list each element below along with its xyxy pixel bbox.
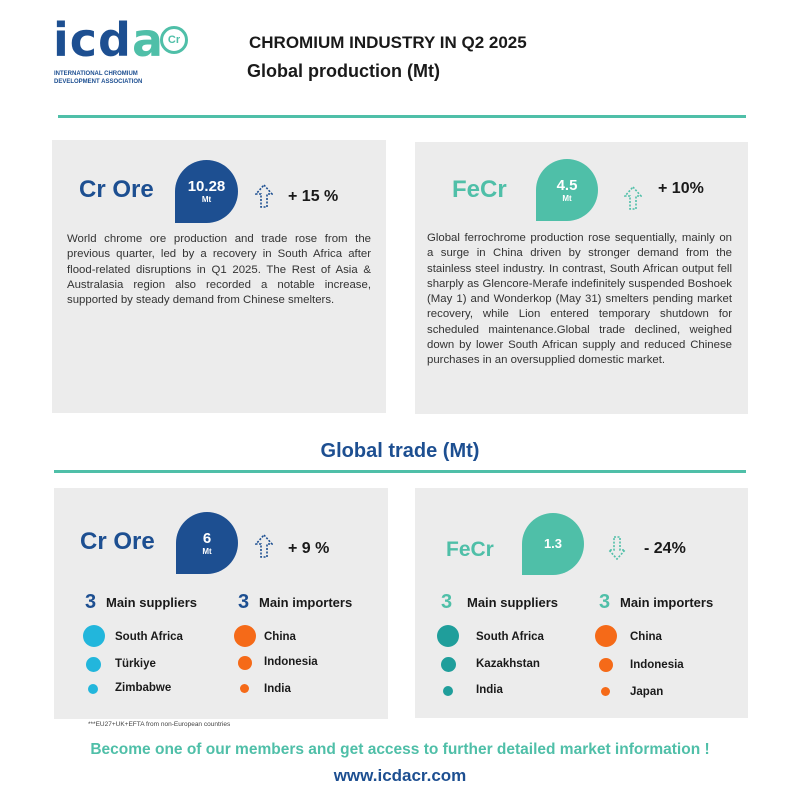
importers-count: 3 <box>238 591 250 613</box>
importer-marker <box>234 625 256 647</box>
trade-cr-ore-panel: Cr Ore 6 Mt + 9 % 3 Main suppliers 3 Mai… <box>54 488 388 719</box>
trade-fecr-value: 1.3 <box>543 536 563 551</box>
importer-marker <box>601 687 610 696</box>
supplier-marker <box>437 625 459 647</box>
trade-fecr-panel: FeCr 1.3 - 24% 3 Main suppliers 3 Main i… <box>415 488 748 718</box>
supplier-name: Türkiye <box>115 658 156 670</box>
importer-marker <box>595 625 617 647</box>
logo-wordmark: icda <box>53 13 165 67</box>
production-cr-ore-title: Cr Ore <box>79 176 154 203</box>
production-fecr-badge: 4.5 Mt <box>536 159 598 221</box>
trade-fecr-badge: 1.3 <box>522 513 584 575</box>
trend-up-icon <box>255 184 273 208</box>
importer-marker <box>240 684 249 693</box>
supplier-marker <box>443 686 453 696</box>
top-divider <box>58 115 746 118</box>
production-fecr-panel: FeCr 4.5 Mt + 10% Global ferrochrome pro… <box>415 142 748 414</box>
trade-fecr-title: FeCr <box>446 538 494 561</box>
production-section-title: Global production (Mt) <box>247 61 440 81</box>
supplier-name: South Africa <box>476 631 544 643</box>
importer-name: Indonesia <box>264 656 318 668</box>
supplier-name: Kazakhstan <box>476 658 540 670</box>
supplier-name: Zimbabwe <box>115 682 172 694</box>
suppliers-count: 3 <box>85 591 97 613</box>
supplier-marker <box>86 657 101 672</box>
supplier-marker <box>441 657 456 672</box>
importer-marker <box>599 658 613 672</box>
trade-cr-ore-badge: 6 Mt <box>176 512 238 574</box>
production-cr-ore-text: World chrome ore production and trade ro… <box>67 233 371 307</box>
logo-cr-badge: Cr <box>160 26 188 54</box>
production-cr-ore-panel: Cr Ore 10.28 Mt + 15 % World chrome ore … <box>52 140 386 413</box>
trade-section-title: Global trade (Mt) <box>320 440 480 462</box>
production-fecr-title: FeCr <box>452 176 507 203</box>
production-cr-ore-badge: 10.28 Mt <box>175 160 238 223</box>
trade-cr-ore-title: Cr Ore <box>80 528 155 555</box>
supplier-marker <box>83 625 105 647</box>
production-fecr-value: 4.5 <box>556 176 578 194</box>
membership-call-to-action: Become one of our members and get access… <box>90 741 710 758</box>
trade-fecr-change: - 24% <box>644 540 686 557</box>
production-cr-ore-value: 10.28 <box>187 178 226 195</box>
footnote: ***EU27+UK+EFTA from non-European countr… <box>88 721 231 728</box>
production-cr-ore-change: + 15 % <box>288 188 339 205</box>
suppliers-count: 3 <box>441 591 453 613</box>
logo-subtitle: INTERNATIONAL CHROMIUM DEVELOPMENT ASSOC… <box>54 71 143 85</box>
production-fecr-unit: Mt <box>562 193 572 203</box>
supplier-name: South Africa <box>115 631 183 643</box>
trade-cr-ore-unit: Mt <box>202 546 212 556</box>
suppliers-heading: Main suppliers <box>106 595 198 610</box>
importer-name: Indonesia <box>630 659 684 671</box>
production-cr-ore-unit: Mt <box>201 195 212 204</box>
trade-cr-ore-value: 6 <box>202 529 212 547</box>
importers-heading: Main importers <box>620 595 714 610</box>
website-link[interactable]: www.icdacr.com <box>333 766 467 785</box>
middle-divider <box>54 470 746 473</box>
page-title: CHROMIUM INDUSTRY IN Q2 2025 <box>249 33 527 52</box>
production-fecr-change: + 10% <box>658 180 704 197</box>
importer-name: India <box>264 683 291 695</box>
importer-name: China <box>264 631 296 643</box>
suppliers-heading: Main suppliers <box>467 595 559 610</box>
importer-marker <box>238 656 252 670</box>
icda-logo: icda Cr INTERNATIONAL CHROMIUM DEVELOPME… <box>53 14 193 89</box>
production-fecr-text: Global ferrochrome production rose seque… <box>427 232 732 367</box>
importer-name: China <box>630 631 662 643</box>
trade-cr-ore-change: + 9 % <box>288 540 330 557</box>
supplier-name: India <box>476 684 503 696</box>
trend-down-icon <box>608 536 626 560</box>
importers-heading: Main importers <box>259 595 353 610</box>
trend-up-icon <box>255 534 273 558</box>
trend-up-icon <box>624 186 642 210</box>
importer-name: Japan <box>630 686 664 698</box>
supplier-marker <box>88 684 98 694</box>
importers-count: 3 <box>599 591 611 613</box>
